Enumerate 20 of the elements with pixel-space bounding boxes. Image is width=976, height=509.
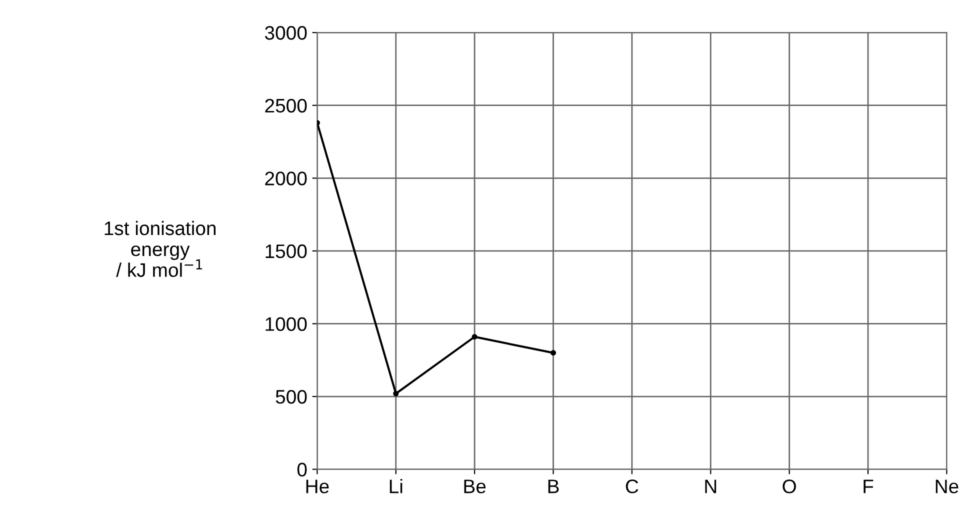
y-tick-label: 1500 [266, 244, 307, 258]
y-tick-label: 0 [297, 462, 307, 477]
x-tick-label: N [705, 480, 716, 494]
y-tick-label: 3000 [264, 26, 307, 40]
x-tick-label: He [306, 480, 329, 494]
x-tick-label: B [548, 480, 559, 494]
point [550, 350, 556, 356]
x-tick-label: C [626, 480, 638, 494]
point [472, 334, 478, 340]
y-tick-label: 2000 [265, 172, 307, 186]
x-tick-label: F [864, 480, 874, 494]
x-tick-label: Li [390, 479, 402, 494]
x-tick-label: O [782, 480, 796, 494]
point [393, 390, 399, 396]
y-axis-title: 1st ionisation energy / kJ mol$^{−1}$ [104, 220, 216, 277]
y-tick-label: 2500 [265, 98, 307, 113]
y-tick-label: 500 [276, 390, 307, 404]
y-tick-label: 1000 [266, 317, 307, 331]
x-tick-label: Be [464, 480, 486, 494]
x-tick-label: Ne [936, 480, 958, 494]
